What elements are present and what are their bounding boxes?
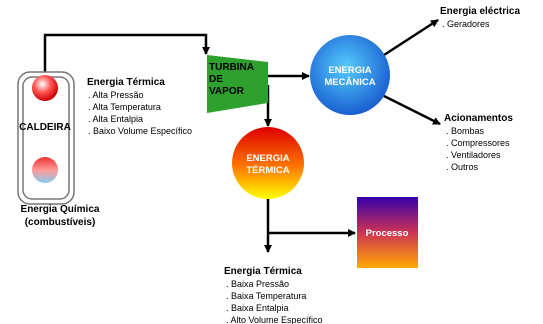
label: . Baixa Temperatura <box>226 291 306 301</box>
label: Energia eléctrica <box>440 6 520 17</box>
connectors <box>43 18 441 253</box>
turbine <box>207 55 268 113</box>
boiler-label: CALDEIRA <box>19 122 71 133</box>
process-label: Processo <box>366 228 409 239</box>
thermal-high: Energia Térmica . Alta Pressão . Alta Temp… <box>87 77 192 136</box>
label: Acionamentos <box>444 113 513 124</box>
source-subtitle: (combustíveis) <box>25 217 96 228</box>
label: Energia Térmica <box>224 266 302 277</box>
boiler-outline <box>17 71 75 205</box>
drives: Acionamentos . Bombas . Compressores . Vent… <box>444 113 513 172</box>
thermal-node <box>232 127 304 199</box>
label: TÉRMICA <box>246 165 289 176</box>
label: Energia Térmica <box>87 77 165 88</box>
label: . Baixa Entalpia <box>226 303 289 313</box>
label: . Alta Temperatura <box>88 102 161 112</box>
mechanical-node <box>310 35 390 115</box>
source-title: Energia Química <box>21 204 100 215</box>
label: MECÂNICA <box>324 76 375 88</box>
process-box <box>357 197 418 268</box>
boiler-drum-top <box>32 75 58 101</box>
label: . Baixa Pressão <box>226 279 289 289</box>
electric: Energia eléctrica . Geradores <box>440 6 520 29</box>
label: ENERGIA <box>328 65 371 76</box>
label: ENERGIA <box>246 153 289 164</box>
label: . Geradores <box>442 19 490 29</box>
label: . Baixo Volume Específico <box>88 126 192 136</box>
label: . Alto Volume Específico <box>226 315 323 324</box>
label: VAPOR <box>209 86 245 97</box>
label: . Alta Entalpia <box>88 114 143 124</box>
label: . Outros <box>446 162 479 172</box>
boiler-drum-bottom <box>32 157 58 183</box>
label: . Ventiladores <box>446 150 501 160</box>
label: DE <box>209 74 223 85</box>
thermal-low: Energia Térmica . Baixa Pressão . Baixa Te… <box>224 266 323 324</box>
label: . Compressores <box>446 138 510 148</box>
label: TURBINA <box>209 62 254 73</box>
label: . Alta Pressão <box>88 90 144 100</box>
label: . Bombas <box>446 126 485 136</box>
